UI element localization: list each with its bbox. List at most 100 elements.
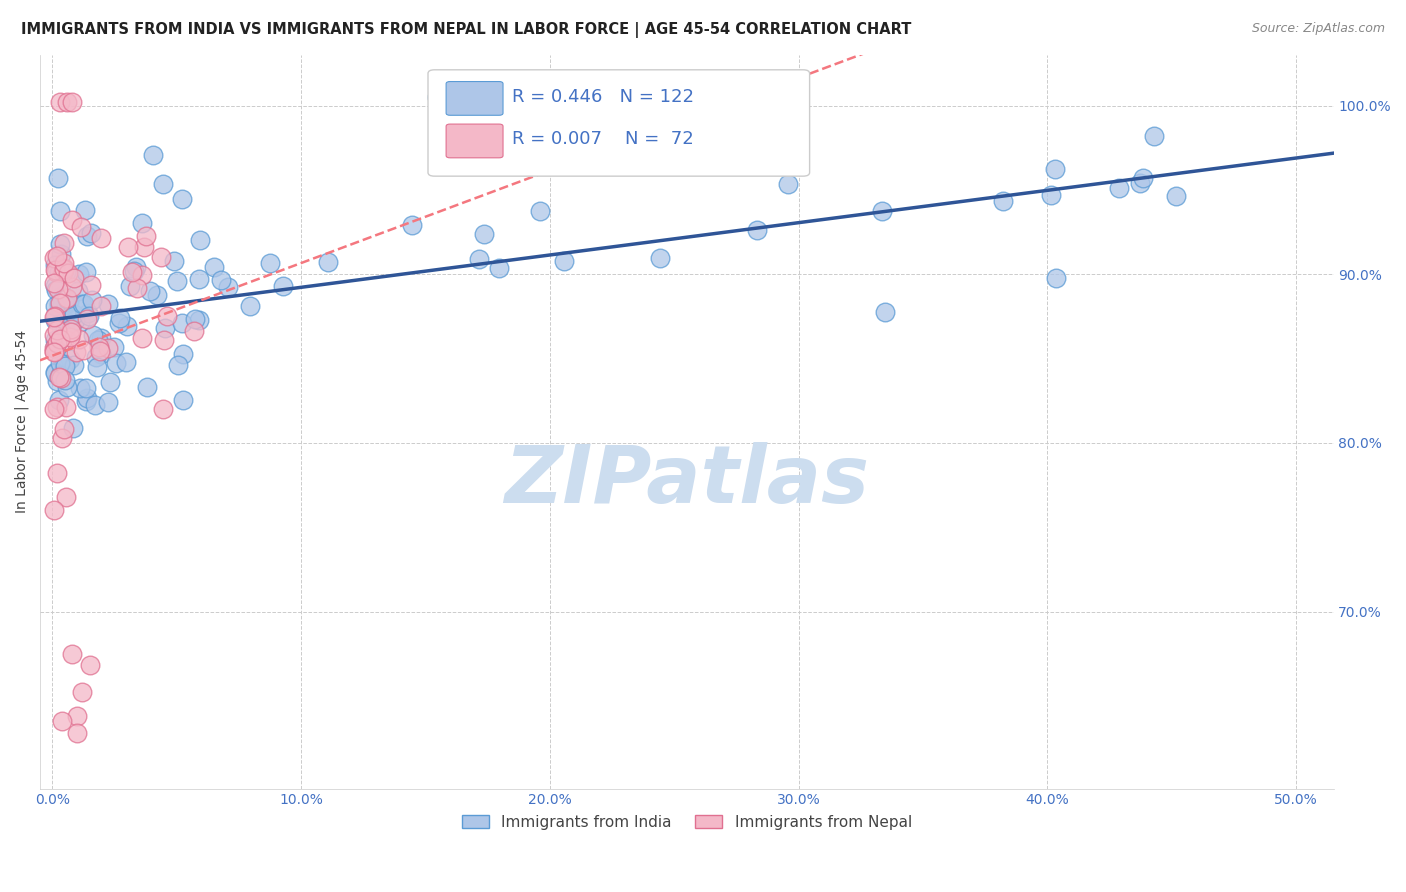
- Point: [271, 278, 294, 293]
- Point: [316, 254, 339, 268]
- Point: [66, 726, 89, 740]
- Point: [53, 313, 76, 327]
- Point: [49, 332, 72, 346]
- Point: [172, 392, 194, 407]
- Point: [51, 431, 73, 445]
- Point: [131, 331, 153, 345]
- Point: [46, 282, 69, 296]
- Point: [80, 226, 103, 240]
- Point: [117, 240, 139, 254]
- Point: [53, 373, 76, 387]
- Point: [44, 365, 66, 379]
- Point: [45, 283, 67, 297]
- Point: [108, 310, 131, 325]
- Point: [97, 297, 120, 311]
- Point: [42, 310, 65, 325]
- Point: [146, 288, 169, 302]
- Point: [156, 309, 179, 323]
- Point: [58, 294, 80, 309]
- Point: [108, 316, 131, 330]
- Point: [142, 147, 165, 161]
- Point: [468, 252, 491, 266]
- Point: [49, 247, 72, 261]
- Point: [46, 400, 69, 414]
- Text: IMMIGRANTS FROM INDIA VS IMMIGRANTS FROM NEPAL IN LABOR FORCE | AGE 45-54 CORREL: IMMIGRANTS FROM INDIA VS IMMIGRANTS FROM…: [21, 22, 911, 38]
- Point: [115, 354, 138, 368]
- Point: [172, 346, 194, 360]
- FancyBboxPatch shape: [446, 124, 503, 158]
- Point: [46, 323, 69, 337]
- Point: [79, 278, 101, 293]
- Point: [70, 219, 93, 234]
- Point: [90, 331, 112, 345]
- Point: [59, 325, 82, 339]
- Point: [49, 204, 72, 219]
- Point: [44, 312, 66, 326]
- Point: [52, 236, 75, 251]
- Point: [56, 95, 79, 110]
- Point: [870, 203, 893, 218]
- Text: R = 0.007    N =  72: R = 0.007 N = 72: [512, 130, 693, 148]
- Point: [103, 340, 125, 354]
- Point: [49, 95, 72, 110]
- Point: [134, 240, 156, 254]
- Point: [79, 309, 101, 323]
- Point: [84, 350, 107, 364]
- Point: [48, 370, 70, 384]
- Point: [1108, 181, 1130, 195]
- Point: [87, 340, 110, 354]
- Point: [49, 296, 72, 310]
- Point: [131, 268, 153, 283]
- Point: [87, 333, 110, 347]
- Point: [67, 332, 90, 346]
- Point: [60, 95, 83, 110]
- Point: [70, 297, 93, 311]
- Point: [52, 261, 75, 276]
- Text: Source: ZipAtlas.com: Source: ZipAtlas.com: [1251, 22, 1385, 36]
- Point: [150, 250, 173, 264]
- Point: [67, 268, 90, 282]
- Point: [56, 333, 79, 347]
- Point: [90, 347, 112, 361]
- Point: [55, 401, 77, 415]
- Point: [49, 237, 72, 252]
- Legend: Immigrants from India, Immigrants from Nepal: Immigrants from India, Immigrants from N…: [456, 809, 918, 836]
- Point: [1143, 128, 1166, 143]
- Point: [60, 280, 83, 294]
- Point: [209, 273, 232, 287]
- Point: [55, 490, 77, 504]
- Point: [56, 291, 79, 305]
- Point: [53, 359, 76, 373]
- Point: [90, 230, 112, 244]
- Point: [117, 319, 139, 334]
- Point: [75, 393, 97, 408]
- Point: [70, 685, 93, 699]
- Point: [55, 265, 77, 279]
- Point: [53, 323, 76, 337]
- Point: [42, 402, 65, 417]
- Point: [49, 295, 72, 310]
- Point: [172, 192, 194, 206]
- Point: [44, 258, 66, 272]
- Point: [747, 223, 769, 237]
- Point: [1043, 162, 1066, 177]
- Text: R = 0.446   N = 122: R = 0.446 N = 122: [512, 88, 695, 106]
- Point: [75, 264, 97, 278]
- Point: [86, 359, 108, 374]
- Point: [44, 333, 66, 347]
- Point: [48, 297, 70, 311]
- Point: [44, 338, 66, 352]
- Point: [82, 327, 104, 342]
- Point: [76, 306, 98, 320]
- Point: [52, 265, 75, 279]
- Point: [89, 343, 111, 358]
- FancyBboxPatch shape: [446, 81, 503, 115]
- Point: [136, 380, 159, 394]
- Point: [120, 278, 142, 293]
- Point: [172, 316, 194, 330]
- Point: [63, 358, 86, 372]
- Point: [873, 304, 896, 318]
- Point: [62, 270, 84, 285]
- Point: [79, 658, 101, 673]
- Point: [188, 313, 211, 327]
